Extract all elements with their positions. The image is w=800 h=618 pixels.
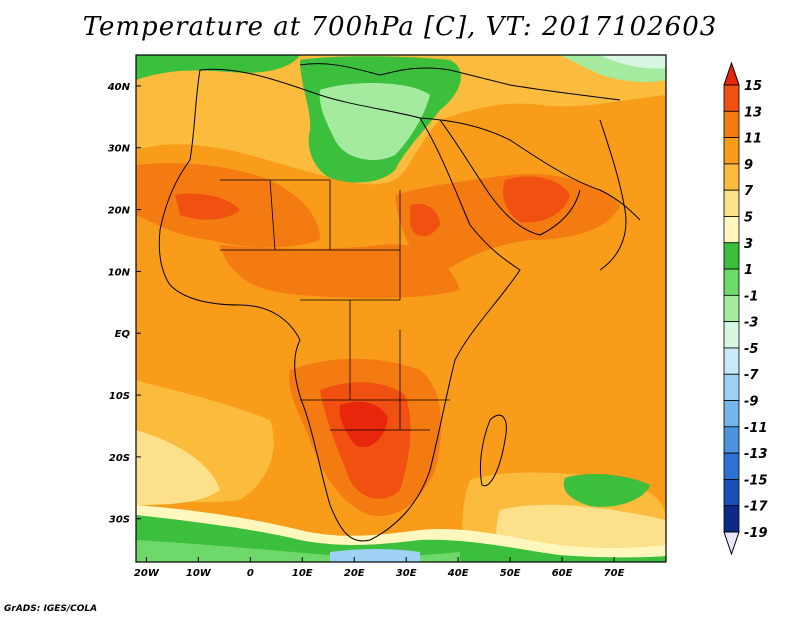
colorbar-swatch bbox=[723, 294, 740, 323]
colorbar-swatch bbox=[723, 373, 740, 401]
colorbar-swatch bbox=[723, 452, 740, 480]
colorbar-label: -7 bbox=[744, 368, 759, 383]
colorbar-swatch bbox=[723, 400, 740, 428]
colorbar-swatch bbox=[723, 110, 740, 138]
lat-tick-label: 30N bbox=[108, 144, 131, 155]
credit-text: GrADS: IGES/COLA bbox=[4, 604, 98, 614]
colorbar-label: 1 bbox=[744, 263, 753, 278]
lon-tick-label: 20E bbox=[344, 568, 365, 579]
colorbar-label: 5 bbox=[744, 210, 753, 225]
map-title: Temperature at 700hPa [C], VT: 201710260… bbox=[82, 12, 718, 42]
colorbar-label: -13 bbox=[744, 447, 768, 462]
colorbar-label: -5 bbox=[744, 342, 758, 357]
colorbar-label: 9 bbox=[744, 158, 753, 173]
lon-tick-label: 50E bbox=[500, 568, 521, 579]
colorbar-label: -3 bbox=[744, 316, 758, 331]
colorbar-swatch bbox=[723, 84, 740, 112]
colorbar-label: 13 bbox=[744, 105, 762, 120]
lat-tick-label: 20N bbox=[108, 206, 131, 217]
colorbar-swatch bbox=[723, 321, 740, 349]
lon-tick-label: 10W bbox=[186, 568, 212, 579]
coastlines bbox=[158, 63, 641, 542]
colorbar-swatch bbox=[723, 347, 740, 375]
lon-tick-label: 60E bbox=[552, 568, 573, 579]
colorbar: 15 13 11 9 7 5 3 1 -1 -3 -5 -7 -9 -11 -13 -15 -17 -19 bbox=[723, 61, 768, 556]
colorbar-label: 7 bbox=[744, 184, 754, 199]
colorbar-top-arrow bbox=[723, 61, 740, 86]
colorbar-swatch bbox=[723, 505, 740, 533]
colorbar-swatch bbox=[723, 426, 740, 454]
lon-tick-label: 40E bbox=[447, 568, 469, 579]
colorbar-bottom-arrow bbox=[723, 531, 740, 556]
colorbar-swatch bbox=[723, 137, 740, 165]
map-frame bbox=[135, 54, 667, 563]
lon-tick-label: 0 bbox=[247, 568, 254, 579]
colorbar-swatch bbox=[723, 268, 740, 296]
colorbar-label: 11 bbox=[744, 132, 762, 147]
colorbar-label: -17 bbox=[744, 500, 768, 515]
colorbar-label: -9 bbox=[744, 395, 758, 410]
lon-tick-label: 30E bbox=[396, 568, 417, 579]
temperature-field bbox=[136, 55, 666, 562]
lat-tick-label: EQ bbox=[115, 329, 131, 340]
colorbar-label: -15 bbox=[744, 473, 768, 488]
lat-tick-label: 10S bbox=[109, 391, 130, 402]
lat-tick-label: 10N bbox=[108, 267, 131, 278]
colorbar-swatch bbox=[723, 216, 740, 244]
longitude-axis: 20W 10W 0 10E 20E 30E 40E 50E 60E 70E bbox=[134, 557, 625, 579]
colorbar-label: -19 bbox=[744, 526, 768, 541]
lon-tick-label: 70E bbox=[604, 568, 625, 579]
colorbar-swatch bbox=[723, 242, 740, 270]
colorbar-label: 3 bbox=[744, 237, 753, 252]
lat-tick-label: 20S bbox=[109, 453, 130, 464]
latitude-axis: 40N 30N 20N 10N EQ 10S 20S 30S bbox=[107, 82, 141, 526]
colorbar-swatch bbox=[723, 479, 740, 507]
colorbar-label: -11 bbox=[744, 421, 768, 436]
lon-tick-label: 20W bbox=[134, 568, 160, 579]
lat-tick-label: 40N bbox=[107, 82, 131, 93]
lon-tick-label: 10E bbox=[292, 568, 313, 579]
lat-tick-label: 30S bbox=[109, 515, 130, 526]
colorbar-swatch bbox=[723, 163, 740, 191]
colorbar-swatch bbox=[723, 189, 740, 217]
colorbar-label: 15 bbox=[744, 79, 762, 94]
colorbar-label: -1 bbox=[744, 289, 758, 304]
